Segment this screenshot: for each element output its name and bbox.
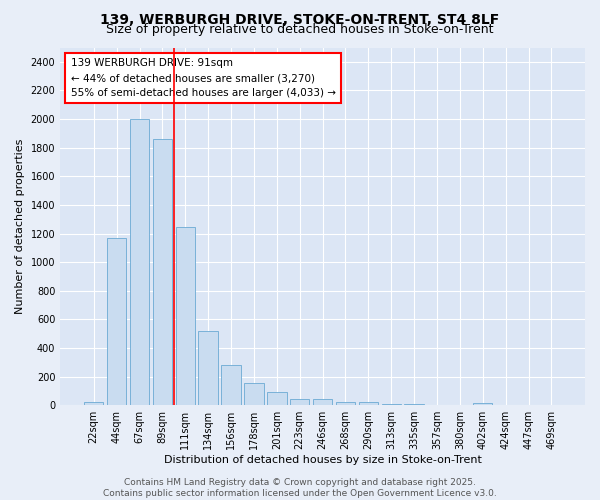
Bar: [336, 402, 355, 405]
X-axis label: Distribution of detached houses by size in Stoke-on-Trent: Distribution of detached houses by size …: [164, 455, 482, 465]
Text: Size of property relative to detached houses in Stoke-on-Trent: Size of property relative to detached ho…: [106, 22, 494, 36]
Bar: [313, 399, 332, 405]
Bar: [382, 404, 401, 405]
Bar: [404, 404, 424, 405]
Bar: [473, 403, 493, 405]
Bar: [359, 402, 378, 405]
Bar: [176, 227, 195, 405]
Text: Contains HM Land Registry data © Crown copyright and database right 2025.
Contai: Contains HM Land Registry data © Crown c…: [103, 478, 497, 498]
Bar: [152, 139, 172, 405]
Text: 139 WERBURGH DRIVE: 91sqm
← 44% of detached houses are smaller (3,270)
55% of se: 139 WERBURGH DRIVE: 91sqm ← 44% of detac…: [71, 58, 335, 98]
Y-axis label: Number of detached properties: Number of detached properties: [15, 138, 25, 314]
Bar: [130, 119, 149, 405]
Bar: [84, 402, 103, 405]
Bar: [221, 365, 241, 405]
Bar: [199, 331, 218, 405]
Text: 139, WERBURGH DRIVE, STOKE-ON-TRENT, ST4 8LF: 139, WERBURGH DRIVE, STOKE-ON-TRENT, ST4…: [100, 12, 500, 26]
Bar: [267, 392, 287, 405]
Bar: [244, 383, 263, 405]
Bar: [290, 399, 310, 405]
Bar: [107, 238, 127, 405]
